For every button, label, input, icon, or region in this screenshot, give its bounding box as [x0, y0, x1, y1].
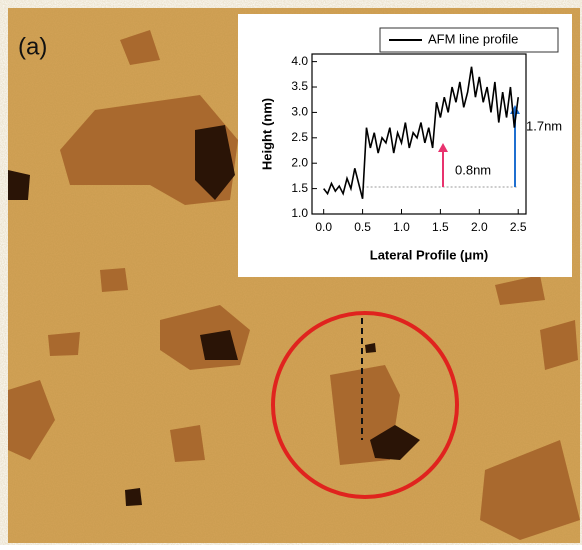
x-tick-label: 1.5 — [432, 220, 449, 234]
y-tick-label: 2.0 — [291, 155, 308, 169]
x-axis-title: Lateral Profile (μm) — [370, 247, 488, 262]
y-tick-label: 3.5 — [291, 79, 308, 93]
x-tick-label: 1.0 — [393, 220, 410, 234]
legend-label: AFM line profile — [428, 31, 518, 46]
panel-label: (a) — [18, 33, 47, 60]
x-tick-label: 2.5 — [510, 220, 527, 234]
x-tick-label: 0.5 — [354, 220, 371, 234]
annotation: 0.8nm — [455, 162, 491, 177]
y-tick-label: 2.5 — [291, 130, 308, 144]
x-tick-label: 2.0 — [471, 220, 488, 234]
annotation: 1.7nm — [526, 118, 562, 133]
x-tick-label: 0.0 — [315, 220, 332, 234]
y-tick-label: 3.0 — [291, 105, 308, 119]
y-axis-title: Height (nm) — [259, 98, 274, 170]
y-tick-label: 1.5 — [291, 181, 308, 195]
y-tick-label: 4.0 — [291, 54, 308, 68]
figure: (a) AFM line profile 1.0 1.5 2.0 2.5 3.0 3.5 4… — [0, 0, 582, 545]
y-tick-label: 1.0 — [291, 206, 308, 220]
